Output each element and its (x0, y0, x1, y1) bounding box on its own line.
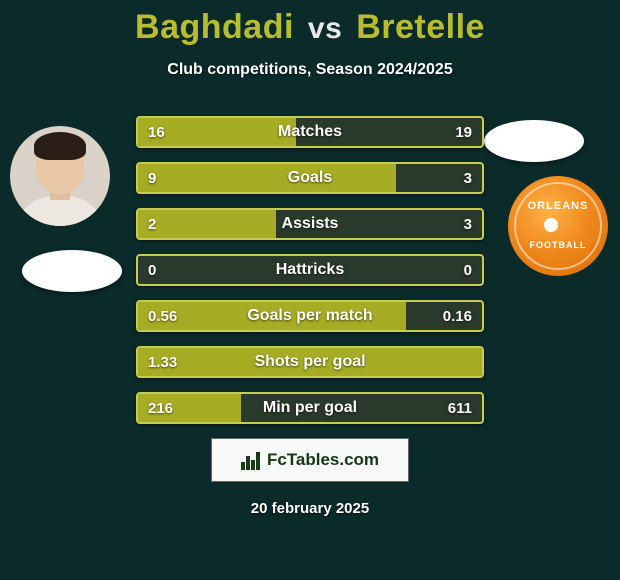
stat-value-right: 3 (454, 164, 482, 192)
player2-club-badge: ORLEANS FOOTBALL (508, 176, 608, 276)
stat-label: Goals per match (138, 302, 482, 330)
stat-label: Matches (138, 118, 482, 146)
stat-value-right: 0.16 (433, 302, 482, 330)
player1-flag (22, 250, 122, 292)
stat-row: 0Hattricks0 (136, 254, 484, 286)
stat-bars: 16Matches19 9Goals3 2Assists3 0Hattricks0 0.… (136, 116, 484, 438)
stat-value-right: 611 (438, 394, 482, 422)
stat-label: Hattricks (138, 256, 482, 284)
player1-avatar (10, 126, 110, 226)
footer-date: 20 february 2025 (0, 500, 620, 517)
stat-value-right: 3 (454, 210, 482, 238)
stat-row: 2Assists3 (136, 208, 484, 240)
badge-text-1: ORLEANS (508, 200, 608, 212)
stat-row: 9Goals3 (136, 162, 484, 194)
site-name: FcTables.com (267, 450, 379, 470)
stat-row: 1.33Shots per goal (136, 346, 484, 378)
subtitle: Club competitions, Season 2024/2025 (0, 61, 620, 79)
stat-label: Min per goal (138, 394, 482, 422)
page-title: Baghdadi vs Bretelle (0, 8, 620, 47)
content: Baghdadi vs Bretelle Club competitions, … (0, 0, 620, 580)
stat-row: 16Matches19 (136, 116, 484, 148)
stat-row: 0.56Goals per match0.16 (136, 300, 484, 332)
stat-value-right: 0 (454, 256, 482, 284)
stat-row: 216Min per goal611 (136, 392, 484, 424)
title-player2: Bretelle (356, 8, 485, 46)
stat-label: Shots per goal (138, 348, 482, 376)
stat-label: Goals (138, 164, 482, 192)
chart-icon (241, 450, 261, 470)
stat-value-right: 19 (445, 118, 482, 146)
title-player1: Baghdadi (135, 8, 294, 46)
player2-flag (484, 120, 584, 162)
stat-label: Assists (138, 210, 482, 238)
title-vs: vs (308, 12, 342, 45)
site-logo: FcTables.com (211, 438, 409, 482)
badge-text-2: FOOTBALL (508, 240, 608, 250)
